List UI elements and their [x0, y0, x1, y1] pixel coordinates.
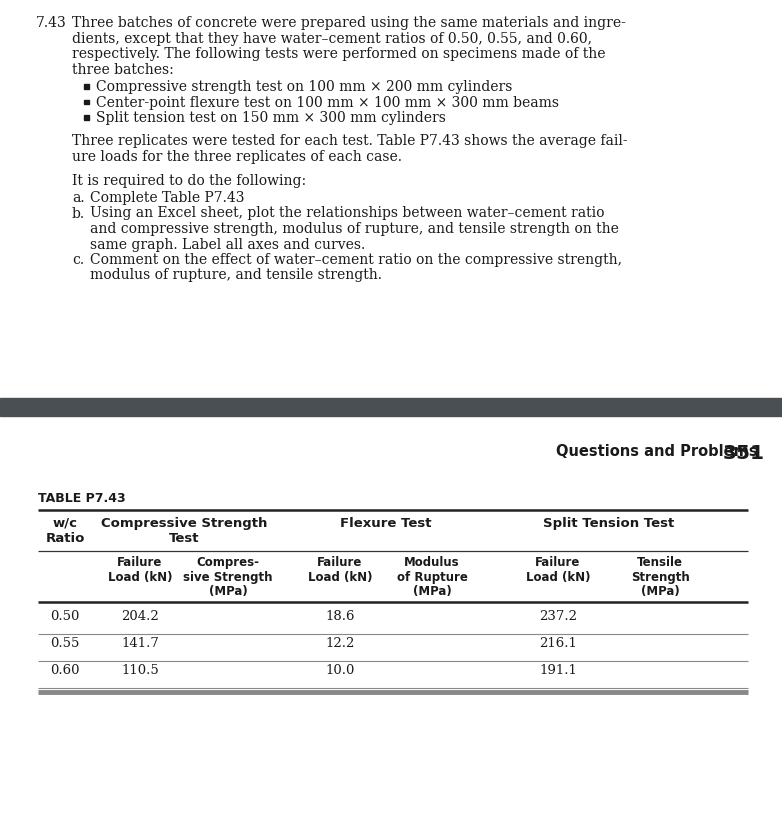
Text: b.: b.: [72, 206, 85, 220]
Text: Compres-
sive Strength
(MPa): Compres- sive Strength (MPa): [183, 556, 273, 598]
Text: Three batches of concrete were prepared using the same materials and ingre-: Three batches of concrete were prepared …: [72, 16, 626, 30]
Text: 216.1: 216.1: [539, 637, 577, 650]
Text: w/c
Ratio: w/c Ratio: [45, 517, 84, 545]
Text: Using an Excel sheet, plot the relationships between water–cement ratio: Using an Excel sheet, plot the relations…: [90, 206, 604, 220]
Text: Split Tension Test: Split Tension Test: [543, 517, 675, 530]
Text: Comment on the effect of water–cement ratio on the compressive strength,: Comment on the effect of water–cement ra…: [90, 253, 622, 267]
Text: 0.50: 0.50: [50, 610, 80, 623]
Text: Compressive strength test on 100 mm × 200 mm cylinders: Compressive strength test on 100 mm × 20…: [96, 80, 512, 94]
Text: modulus of rupture, and tensile strength.: modulus of rupture, and tensile strength…: [90, 268, 382, 282]
Text: It is required to do the following:: It is required to do the following:: [72, 174, 306, 188]
Text: 0.60: 0.60: [50, 664, 80, 677]
Text: Three replicates were tested for each test. Table P7.43 shows the average fail-: Three replicates were tested for each te…: [72, 135, 628, 149]
Text: c.: c.: [72, 253, 84, 267]
Text: same graph. Label all axes and curves.: same graph. Label all axes and curves.: [90, 237, 365, 251]
Text: 12.2: 12.2: [325, 637, 355, 650]
Text: Modulus
of Rupture
(MPa): Modulus of Rupture (MPa): [396, 556, 468, 598]
Text: 141.7: 141.7: [121, 637, 159, 650]
Bar: [0, 398, 782, 416]
Text: Center-point flexure test on 100 mm × 100 mm × 300 mm beams: Center-point flexure test on 100 mm × 10…: [96, 95, 559, 109]
Text: Failure
Load (kN): Failure Load (kN): [526, 556, 590, 583]
Text: Complete Table P7.43: Complete Table P7.43: [90, 191, 245, 205]
Text: Split tension test on 150 mm × 300 mm cylinders: Split tension test on 150 mm × 300 mm cy…: [96, 111, 446, 125]
Text: a.: a.: [72, 191, 84, 205]
Text: 10.0: 10.0: [325, 664, 355, 677]
Text: Questions and Problems: Questions and Problems: [556, 444, 758, 459]
Text: 18.6: 18.6: [325, 610, 355, 623]
Bar: [84, 100, 88, 104]
Text: Compressive Strength
Test: Compressive Strength Test: [101, 517, 267, 545]
Text: 110.5: 110.5: [121, 664, 159, 677]
Text: and compressive strength, modulus of rupture, and tensile strength on the: and compressive strength, modulus of rup…: [90, 222, 619, 236]
Text: Failure
Load (kN): Failure Load (kN): [108, 556, 172, 583]
Text: 191.1: 191.1: [539, 664, 577, 677]
Text: Failure
Load (kN): Failure Load (kN): [308, 556, 372, 583]
Text: 7.43: 7.43: [36, 16, 66, 30]
Text: three batches:: three batches:: [72, 63, 174, 77]
Text: dients, except that they have water–cement ratios of 0.50, 0.55, and 0.60,: dients, except that they have water–ceme…: [72, 32, 592, 46]
Text: 0.55: 0.55: [50, 637, 80, 650]
Text: TABLE P7.43: TABLE P7.43: [38, 492, 126, 505]
Text: 237.2: 237.2: [539, 610, 577, 623]
Text: Flexure Test: Flexure Test: [340, 517, 432, 530]
Text: Tensile
Strength
(MPa): Tensile Strength (MPa): [630, 556, 690, 598]
Text: 351: 351: [723, 444, 765, 463]
Text: respectively. The following tests were performed on specimens made of the: respectively. The following tests were p…: [72, 47, 605, 61]
Text: 204.2: 204.2: [121, 610, 159, 623]
Bar: [84, 115, 88, 119]
Text: ure loads for the three replicates of each case.: ure loads for the three replicates of ea…: [72, 150, 402, 164]
Bar: [84, 84, 88, 88]
